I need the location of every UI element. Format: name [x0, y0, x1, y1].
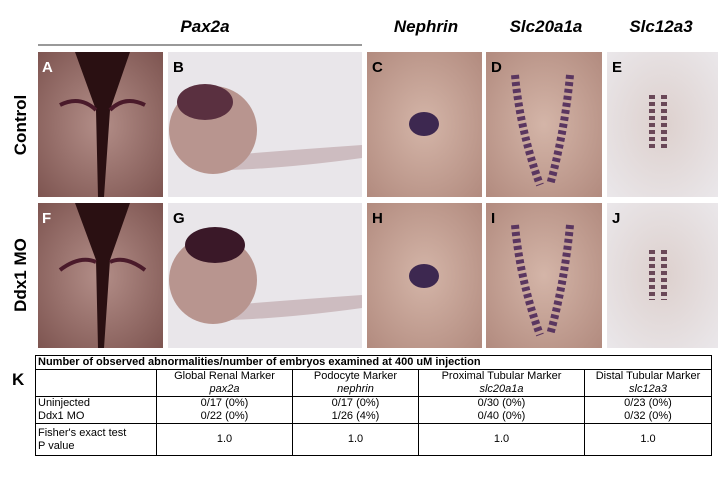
cell: 0/40 (0%): [418, 410, 585, 424]
panel-letter: I: [491, 210, 495, 227]
panel-letter: D: [491, 59, 502, 76]
table-title: Number of observed abnormalities/number …: [35, 355, 712, 370]
row-label: Ddx1 MO: [35, 410, 157, 424]
panel-row: [38, 52, 718, 348]
cell: 0/30 (0%): [418, 396, 585, 410]
cell: 1.0: [584, 423, 712, 456]
panel-letter: C: [372, 59, 383, 76]
column-header: Global Renal Marker pax2a: [156, 369, 293, 397]
panel-letter: K: [12, 370, 25, 389]
panel-letter: H: [372, 210, 383, 227]
cell: 0/32 (0%): [584, 410, 712, 424]
column-header: Slc20a1a: [510, 17, 583, 36]
cell: 1.0: [292, 423, 419, 456]
row-label: Ddx1 MO: [11, 238, 30, 312]
column-header: Nephrin: [394, 17, 458, 36]
panel-letter: J: [612, 210, 620, 227]
column-header: Slc12a3: [629, 17, 693, 36]
row-label: Uninjected: [35, 396, 157, 410]
figure: Pax2a Nephrin Slc20a1a Slc12a3 Control D…: [11, 17, 718, 348]
cell: 1.0: [418, 423, 585, 456]
cell: 0/23 (0%): [584, 396, 712, 410]
panel-letter: F: [42, 210, 51, 227]
row-label: Fisher's exact test P value: [35, 423, 157, 456]
corner-cell: [35, 369, 157, 397]
column-header: Distal Tubular Marker slc12a3: [584, 369, 712, 397]
cell: 0/17 (0%): [292, 396, 419, 410]
column-header: Proximal Tubular Marker slc20a1a: [418, 369, 585, 397]
cell: 1/26 (4%): [292, 410, 419, 424]
column-header: Podocyte Marker nephrin: [292, 369, 419, 397]
panel-letter: G: [173, 210, 185, 227]
cell: 0/22 (0%): [156, 410, 293, 424]
panel-letter: A: [42, 59, 53, 76]
cell: 0/17 (0%): [156, 396, 293, 410]
panel-letter: B: [173, 59, 184, 76]
results-table: Number of observed abnormalities/number …: [35, 355, 712, 456]
cell: 1.0: [156, 423, 293, 456]
panel-letter: E: [612, 59, 622, 76]
column-header: Pax2a: [180, 17, 229, 36]
row-label: Control: [11, 95, 30, 155]
